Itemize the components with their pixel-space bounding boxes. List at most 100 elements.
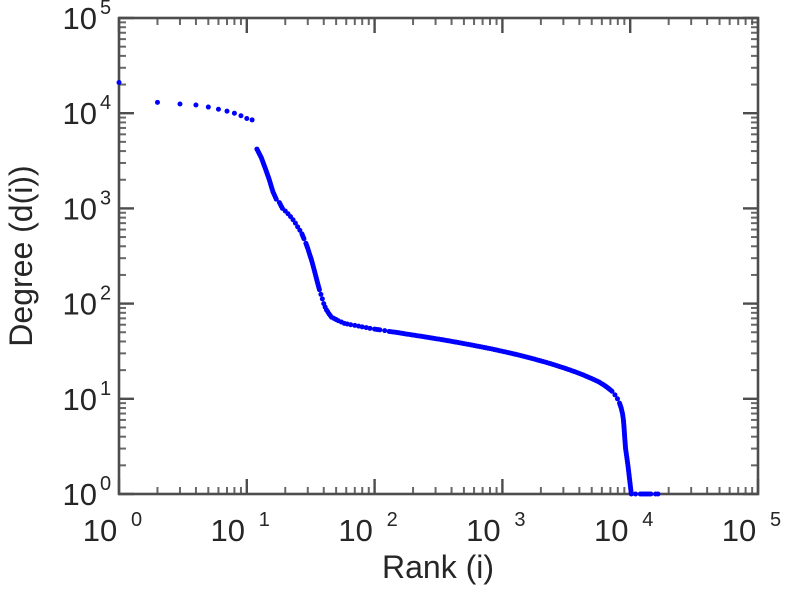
data-point (495, 347, 501, 353)
svg-text:10: 10 (63, 287, 97, 322)
data-point (292, 220, 298, 226)
data-point (269, 187, 275, 193)
data-point (154, 99, 160, 105)
data-point (548, 361, 554, 367)
x-axis-label: Rank (i) (382, 549, 494, 585)
data-point (249, 117, 255, 123)
svg-text:0: 0 (100, 473, 111, 495)
data-point (418, 333, 424, 339)
data-point (560, 364, 565, 370)
svg-text:10: 10 (63, 382, 97, 417)
data-point (536, 357, 542, 363)
data-point (215, 106, 221, 112)
data-point (430, 335, 436, 341)
data-point (424, 334, 430, 340)
tick-label: 10 2 (338, 509, 397, 548)
data-point (571, 369, 577, 375)
svg-text:5: 5 (100, 0, 111, 19)
data-point (621, 423, 627, 429)
svg-text:1: 1 (259, 509, 270, 531)
tick-label: 10 1 (211, 509, 270, 548)
tick-label: 10 0 (83, 509, 142, 548)
svg-text:3: 3 (514, 509, 525, 531)
data-point (308, 255, 314, 261)
svg-text:0: 0 (131, 509, 142, 531)
svg-text:10: 10 (63, 1, 97, 36)
data-point (447, 338, 453, 344)
data-point (588, 376, 594, 382)
data-point (577, 371, 583, 377)
data-point (655, 491, 661, 497)
tick-label: 10 3 (63, 187, 112, 226)
data-point (177, 101, 183, 107)
axis-box (117, 16, 760, 496)
data-point (608, 387, 614, 393)
data-point (116, 80, 122, 86)
svg-text:1: 1 (100, 378, 111, 400)
tick-label: 10 0 (63, 473, 112, 512)
tick-label: 10 5 (63, 0, 112, 36)
svg-text:4: 4 (100, 92, 111, 114)
data-point (390, 329, 396, 335)
data-point (348, 322, 354, 328)
data-point (266, 175, 272, 181)
data-point (489, 346, 495, 352)
data-point (231, 110, 237, 116)
data-point (524, 354, 530, 360)
data-point (314, 279, 320, 285)
data-point (632, 491, 638, 497)
data-point (407, 332, 413, 338)
tick-label: 10 5 (722, 509, 781, 548)
data-point (477, 344, 483, 350)
data-point (224, 108, 230, 114)
data-point (311, 267, 317, 273)
data-point (465, 341, 471, 347)
data-point (412, 332, 418, 338)
data-points (116, 80, 661, 497)
data-point (622, 432, 628, 438)
data-point (622, 444, 628, 450)
svg-text:3: 3 (100, 187, 111, 209)
data-point (612, 392, 618, 398)
data-point (193, 102, 199, 108)
svg-text:10: 10 (338, 513, 372, 548)
data-point (565, 366, 571, 372)
data-point (614, 396, 620, 402)
data-point (628, 489, 634, 495)
tick-label: 10 3 (466, 509, 525, 548)
data-point (453, 339, 459, 345)
data-point (501, 349, 507, 355)
svg-text:2: 2 (387, 509, 398, 531)
data-point (382, 328, 388, 334)
data-point (554, 363, 560, 369)
data-point (646, 491, 652, 497)
data-point (518, 353, 524, 359)
data-point (238, 113, 244, 119)
svg-text:10: 10 (594, 513, 628, 548)
svg-text:10: 10 (63, 96, 97, 131)
data-point (530, 356, 536, 362)
data-point (359, 324, 365, 330)
svg-text:10: 10 (466, 513, 500, 548)
data-point (367, 325, 373, 331)
data-point (512, 351, 518, 357)
data-point (620, 415, 626, 421)
svg-text:10: 10 (63, 191, 97, 226)
data-point (319, 296, 325, 302)
svg-text:2: 2 (100, 283, 111, 305)
data-point (471, 342, 477, 348)
svg-text:10: 10 (83, 513, 117, 548)
svg-text:10: 10 (63, 477, 97, 512)
data-point (436, 336, 442, 342)
data-point (401, 331, 407, 337)
data-point (244, 115, 250, 121)
svg-text:4: 4 (642, 509, 653, 531)
data-point (310, 261, 315, 267)
data-point (641, 491, 647, 497)
svg-text:10: 10 (211, 513, 245, 548)
data-point (583, 373, 589, 379)
data-point (205, 104, 211, 110)
y-axis-label: Degree (d(i)) (3, 165, 39, 346)
svg-text:10: 10 (722, 513, 756, 548)
